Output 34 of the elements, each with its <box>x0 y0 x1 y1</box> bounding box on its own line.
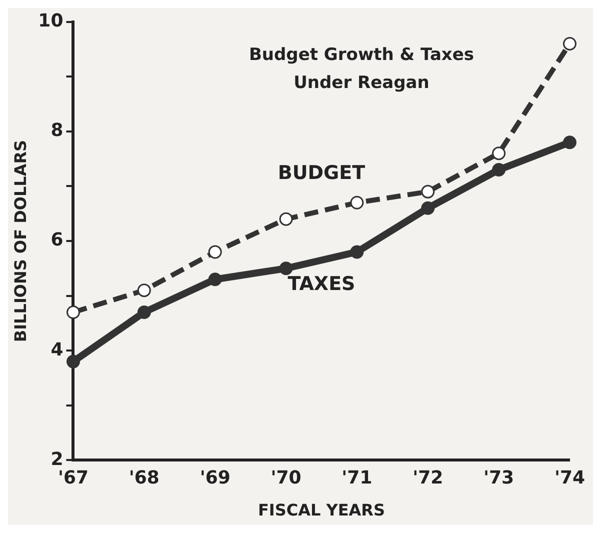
series-label: BUDGET <box>278 162 366 184</box>
point <box>350 196 364 210</box>
point <box>562 136 576 150</box>
point <box>492 146 506 160</box>
series-label: TAXES <box>288 273 356 296</box>
point <box>492 163 506 177</box>
y-tick-label: 4 <box>50 339 64 360</box>
x-tick-label: '70 <box>270 468 302 489</box>
y-tick-label: 8 <box>50 120 64 142</box>
point <box>66 354 80 368</box>
point <box>562 36 576 50</box>
point <box>137 284 151 298</box>
point <box>279 212 293 226</box>
x-tick-label: '68 <box>128 468 160 489</box>
point <box>66 305 80 319</box>
point <box>208 245 222 259</box>
point <box>421 184 435 198</box>
x-axis-title: FISCAL YEARS <box>258 500 386 520</box>
point <box>350 245 364 259</box>
y-tick-label: 2 <box>50 448 64 470</box>
x-tick-label: '72 <box>412 468 444 489</box>
x-tick-label: '74 <box>554 468 585 489</box>
text: Budget Growth & Taxes Under Reagan <box>248 44 474 93</box>
y-tick-label: 6 <box>50 230 64 251</box>
point <box>208 272 222 286</box>
y-tick-label: 10 <box>38 10 64 32</box>
point <box>279 262 293 276</box>
x-tick-label: '67 <box>58 468 89 489</box>
x-tick-label: '73 <box>484 468 514 489</box>
point <box>421 201 435 215</box>
x-tick-label: '71 <box>342 468 372 489</box>
y-axis-title: BILLIONS OF DOLLARS <box>10 140 30 342</box>
point <box>137 305 151 319</box>
x-tick-label: '69 <box>200 468 230 489</box>
